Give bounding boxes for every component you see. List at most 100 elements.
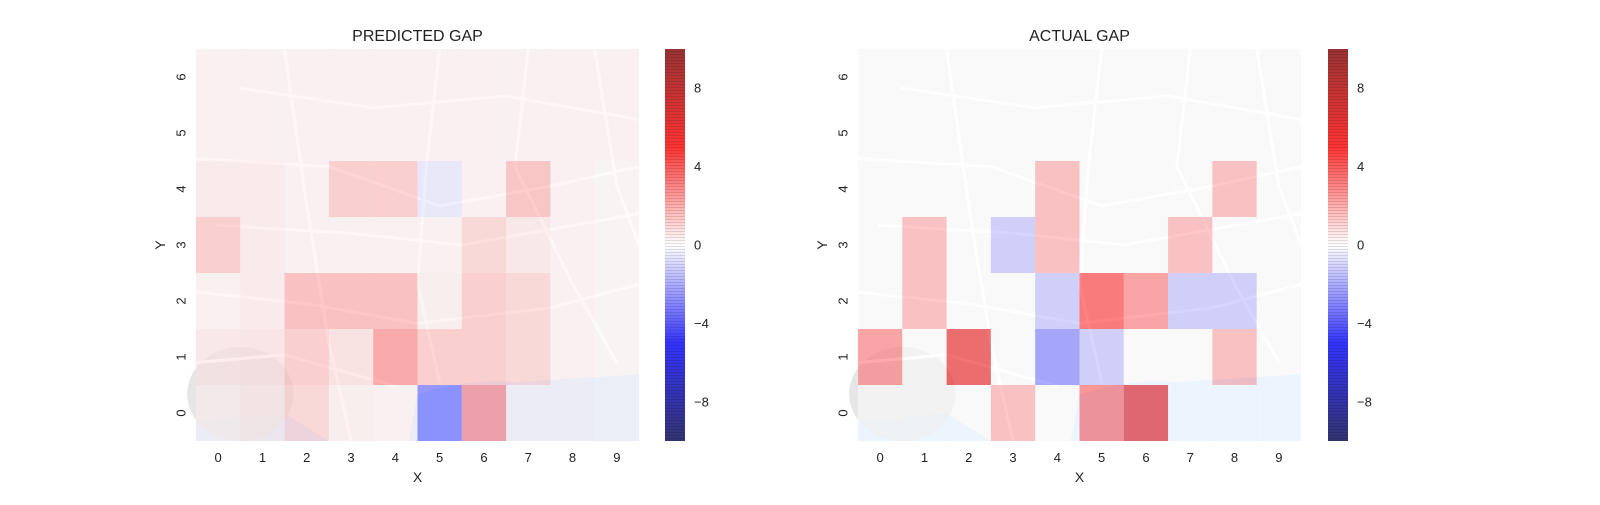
heatmap-cell	[1035, 273, 1080, 329]
heatmap-cell	[196, 49, 241, 105]
heatmap-cell	[1256, 105, 1301, 161]
heatmap-cell	[1123, 217, 1169, 273]
heatmap-cell	[1212, 329, 1257, 385]
heatmap-cell	[1079, 49, 1124, 105]
chart-title: PREDICTED GAP	[352, 28, 483, 45]
heatmap-cell	[1212, 273, 1257, 329]
y-tick-label: 5	[174, 129, 189, 136]
heatmap-cell	[946, 217, 991, 273]
heatmap-cell	[1123, 385, 1169, 441]
heatmap-cell	[1035, 105, 1080, 161]
heatmap-cell	[240, 105, 285, 161]
heatmap-cell	[1168, 161, 1213, 217]
heatmap-cell	[417, 329, 462, 385]
heatmap-cell	[373, 161, 418, 217]
heatmap-cell	[461, 329, 507, 385]
y-tick-label: 0	[174, 409, 189, 416]
heatmap-cell	[902, 49, 947, 105]
colorbar-tick-label: −8	[1357, 394, 1372, 409]
heatmap-cell	[196, 161, 241, 217]
heatmap-cell	[328, 385, 374, 441]
heatmap-cell	[284, 273, 329, 329]
heatmap-cell	[1212, 217, 1257, 273]
heatmap-cell	[946, 49, 991, 105]
x-tick-label: 5	[1098, 450, 1105, 465]
heatmap-cell	[594, 385, 639, 441]
y-tick-label: 1	[174, 353, 189, 360]
colorbar-tick-label: 4	[694, 159, 701, 174]
heatmap-cell	[858, 217, 903, 273]
heatmap-cell	[328, 105, 374, 161]
x-tick-label: 3	[1009, 450, 1016, 465]
heatmap-cell	[284, 105, 329, 161]
heatmap-cell	[1168, 49, 1213, 105]
y-tick-label: 6	[836, 73, 851, 80]
heatmap-cell	[902, 217, 947, 273]
colorbar-tick-label: 8	[1357, 81, 1364, 96]
heatmap-cell	[1079, 385, 1124, 441]
heatmap-cell	[858, 105, 903, 161]
heatmap-cell	[373, 329, 418, 385]
x-tick-label: 5	[436, 450, 443, 465]
heatmap-cell	[902, 273, 947, 329]
heatmap-cell	[1168, 217, 1213, 273]
chart-title: ACTUAL GAP	[1029, 28, 1130, 45]
heatmap-cell	[506, 329, 551, 385]
x-tick-label: 0	[215, 450, 222, 465]
colorbar-tick-label: 0	[694, 238, 701, 253]
heatmap-cell	[461, 105, 507, 161]
heatmap-cell	[328, 49, 374, 105]
x-tick-label: 4	[1054, 450, 1061, 465]
heatmap-cell	[1212, 161, 1257, 217]
heatmap-cell	[902, 385, 947, 441]
heatmap-cell	[946, 385, 991, 441]
heatmap-cell	[240, 329, 285, 385]
heatmap-cell	[196, 329, 241, 385]
heatmap-cell	[1035, 217, 1080, 273]
heatmap-cell	[1079, 161, 1124, 217]
heatmap-cell	[1079, 273, 1124, 329]
heatmap-cell	[990, 105, 1036, 161]
heatmap-cell	[373, 217, 418, 273]
heatmap-cell	[1212, 105, 1257, 161]
heatmap-cell	[594, 329, 639, 385]
heatmap-cell	[196, 217, 241, 273]
heatmap-cell	[461, 217, 507, 273]
colorbar-tick-label: 4	[1357, 159, 1364, 174]
heatmap-cell	[506, 161, 551, 217]
heatmap-cell	[1256, 273, 1301, 329]
x-tick-label: 2	[965, 450, 972, 465]
heatmap-cell	[284, 49, 329, 105]
y-tick-label: 6	[174, 73, 189, 80]
colorbar-tick-label: 0	[1357, 238, 1364, 253]
heatmap-cell	[196, 273, 241, 329]
heatmap-cell	[328, 329, 374, 385]
heatmap-cell	[990, 217, 1036, 273]
x-tick-label: 9	[1275, 450, 1282, 465]
heatmap-cell	[506, 217, 551, 273]
heatmap-cell	[550, 105, 595, 161]
colorbar: 8 4 0 −4 −8	[1328, 49, 1372, 441]
y-tick-label: 4	[836, 185, 851, 192]
heatmap-cell	[858, 273, 903, 329]
heatmap-cell	[506, 105, 551, 161]
heatmap-cell	[1256, 329, 1301, 385]
heatmap-cell	[461, 273, 507, 329]
heatmap-cell	[1168, 105, 1213, 161]
heatmap-cell	[990, 273, 1036, 329]
y-tick-label: 2	[836, 297, 851, 304]
heatmap-cell	[902, 329, 947, 385]
heatmap-cell	[990, 385, 1036, 441]
y-tick-label: 4	[174, 185, 189, 192]
heatmap-panel: ACTUAL GAP 0 1 2 3 4 5 6 7 8 9 0 1 2 3 4 5 6 X Y 8 4 0 −4 −8	[814, 28, 1372, 485]
y-axis-label: Y	[152, 240, 168, 250]
heatmap-cell	[1035, 329, 1080, 385]
heatmap-cell	[902, 105, 947, 161]
heatmap-cell	[1079, 217, 1124, 273]
colorbar-lines	[1328, 49, 1348, 441]
heatmap-cell	[461, 161, 507, 217]
heatmap-cell	[240, 385, 285, 441]
heatmap-cell	[417, 105, 462, 161]
heatmap-cell	[990, 329, 1036, 385]
colorbar-lines	[665, 49, 685, 441]
